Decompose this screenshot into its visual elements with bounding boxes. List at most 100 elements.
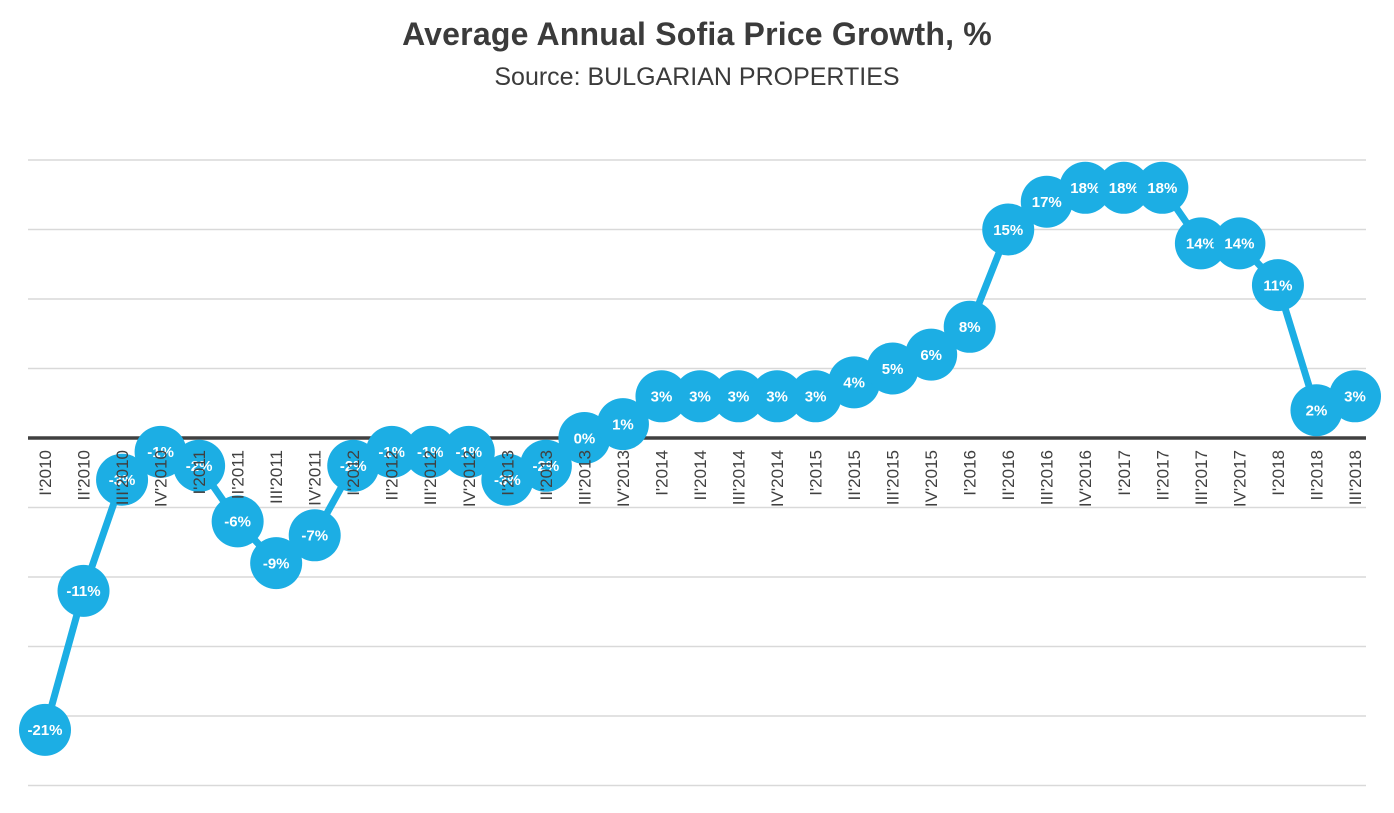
data-point-marker [211,495,264,548]
data-point-marker [712,370,765,423]
data-point-label: 3% [651,389,673,406]
x-axis-label: II'2014 [691,450,710,501]
data-point-label: -3% [494,472,521,489]
x-axis-label: III'2011 [267,450,286,504]
x-axis-label: II'2016 [999,450,1018,501]
data-point-label: 3% [766,389,788,406]
x-axis-label: IV'2013 [614,450,633,507]
data-point-label: 6% [920,347,942,364]
data-point-label: 11% [1263,277,1292,294]
x-axis-label: III'2016 [1038,450,1057,505]
x-axis-label: IV'2012 [460,450,479,507]
data-point-marker [1174,217,1227,270]
data-point-label: -21% [27,722,62,739]
chart-title: Average Annual Sofia Price Growth, % [402,16,992,52]
data-point-marker [596,398,649,451]
x-axis-label: IV'2015 [922,450,941,507]
data-point-marker [442,425,495,478]
x-axis-label: I'2010 [36,450,55,496]
data-point-marker [943,300,996,353]
x-axis-label: IV'2010 [152,450,171,507]
x-axis-label: II'2010 [74,450,93,501]
data-point-marker [57,564,110,617]
x-axis-label: IV'2011 [306,450,325,506]
x-axis-label: IV'2016 [1076,450,1095,507]
data-point-label: 1% [612,416,634,433]
data-point-marker [519,439,572,492]
x-axis-label: III'2010 [113,450,132,505]
chart-area: -21% -11% -3% -1% -2% -6% -9% -7% -2% -1% -1% -1% -3… [0,150,1394,813]
data-point-marker [1097,161,1150,214]
data-point-label: -11% [66,583,100,600]
chart-canvas: -21% -11% -3% -1% -2% -6% -9% -7% -2% -1% -1% -1% -3… [19,159,1381,787]
x-axis-label: III'2015 [884,450,903,505]
data-point-marker [96,453,149,506]
data-point-label: 18% [1070,180,1100,197]
data-point-marker [404,425,457,478]
data-point-label: 4% [843,375,865,392]
data-point-label: -3% [109,472,136,489]
x-axis-label: II'2011 [229,450,248,499]
x-axis-label: IV'2017 [1230,450,1249,507]
data-point-label: 15% [993,222,1023,239]
data-point-label: 18% [1109,180,1139,197]
data-point-label: 18% [1147,180,1177,197]
data-point-label: 0% [574,430,596,447]
x-axis-label: III'2012 [421,450,440,505]
x-axis-label: I'2014 [652,450,671,496]
x-axis-label: I'2015 [807,450,826,496]
data-point-label: 2% [1306,402,1328,419]
data-point-label: -7% [301,528,328,545]
data-point-marker [1213,217,1266,270]
data-point-label: -1% [417,444,444,461]
data-point-marker [1329,370,1381,423]
data-point-marker [173,439,226,492]
data-point-label: -2% [340,458,367,475]
data-point-marker [19,703,71,756]
data-point-label: -9% [263,555,290,572]
x-axis-label: I'2017 [1115,450,1134,496]
data-point-label: 8% [959,319,981,336]
x-axis-label: IV'2014 [768,450,787,507]
data-point-label: 5% [882,361,904,378]
data-point-marker [365,425,418,478]
data-point-label: -1% [455,444,482,461]
x-axis-label: II'2015 [845,450,864,501]
data-point-marker [635,370,688,423]
data-point-label: 3% [689,389,711,406]
x-axis-label: III'2013 [575,450,594,505]
x-axis-label: I'2016 [961,450,980,496]
x-axis-label: I'2011 [190,450,209,495]
chart-header: Average Annual Sofia Price Growth, % Sou… [0,0,1394,92]
data-point-label: -1% [378,444,405,461]
x-axis-label: II'2013 [537,450,556,501]
x-axis-label: I'2018 [1269,450,1288,496]
x-axis-label: II'2012 [383,450,402,501]
data-point-label: -2% [533,458,560,475]
x-axis-label: III'2014 [729,450,748,505]
data-point-label: 3% [805,389,827,406]
data-point-marker [1136,161,1189,214]
data-point-marker [751,370,804,423]
chart-subtitle: Source: BULGARIAN PROPERTIES [494,63,900,91]
data-point-label: -2% [186,458,213,475]
data-point-label: -1% [147,444,174,461]
data-point-marker [250,537,303,590]
data-point-label: -6% [224,514,251,531]
data-point-marker [674,370,726,423]
data-point-label: 14% [1186,236,1216,253]
x-axis-label: I'2013 [498,450,517,496]
data-point-label: 14% [1224,236,1254,253]
data-point-marker [288,509,341,562]
x-axis-label: II'2018 [1307,450,1326,501]
data-point-marker [1059,161,1112,214]
x-axis-label: III'2018 [1346,450,1365,505]
data-point-marker [905,328,958,381]
data-point-label: 3% [728,389,750,406]
x-axis-label: II'2017 [1153,450,1172,501]
data-point-marker [1251,259,1304,312]
data-point-marker [982,203,1035,256]
data-point-label: 17% [1032,194,1062,211]
data-point-label: 3% [1344,389,1366,406]
